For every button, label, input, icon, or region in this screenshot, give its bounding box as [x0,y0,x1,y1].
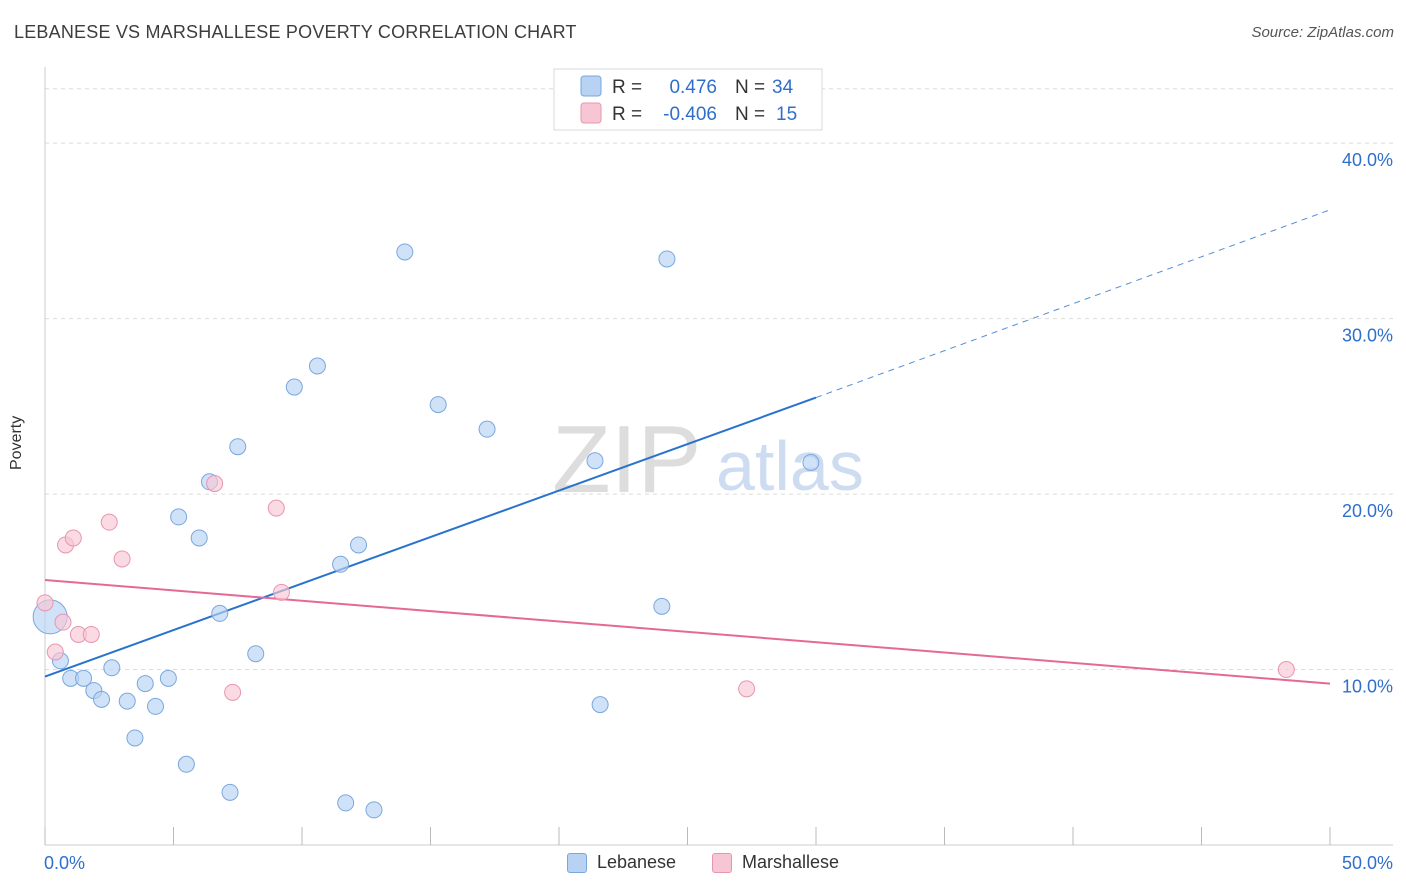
point-marshallese [64,529,82,547]
point-lebanese [350,536,368,554]
chart-title: LEBANESE VS MARSHALLESE POVERTY CORRELAT… [14,22,577,42]
series-label-lebanese: Lebanese [596,852,677,872]
point-lebanese [586,452,604,470]
y-tick-label: 10.0% [1342,677,1393,697]
point-lebanese [396,243,414,261]
point-lebanese [126,729,144,747]
point-lebanese [159,669,177,687]
legend-swatch-marshallese [580,102,602,124]
legend-n-label-marshallese: N = [735,104,765,125]
point-lebanese [429,396,447,414]
point-lebanese [285,378,303,396]
point-marshallese [100,513,118,531]
legend-n-label-lebanese: N = [735,77,765,98]
point-lebanese [478,420,496,438]
y-tick-label: 40.0% [1342,150,1393,170]
point-lebanese [221,783,239,801]
point-lebanese [93,690,111,708]
point-marshallese [738,680,756,698]
trend-line-marshallese [44,579,1331,685]
trend-line-lebanese-extension [815,209,1331,399]
point-lebanese [211,604,229,622]
legend-r-value-marshallese: -0.406 [663,104,717,125]
legend-r-value-lebanese: 0.476 [669,77,717,98]
point-marshallese [82,625,100,643]
point-lebanese [190,529,208,547]
watermark-zip: ZIP [552,406,701,513]
legend-r-label-lebanese: R = [612,77,642,98]
point-lebanese [118,692,136,710]
point-lebanese [103,659,121,677]
series-legend-lebanese: Lebanese [566,852,677,873]
point-marshallese [46,643,64,661]
series-legend: Lebanese Marshallese [0,852,1406,873]
point-lebanese [591,696,609,714]
point-lebanese [802,454,820,471]
point-marshallese [54,613,72,631]
axes [44,67,1393,846]
series-swatch-lebanese [566,852,587,873]
stats-legend: R = 0.476 N = 34 R = -0.406 N = 15 [553,68,823,131]
point-marshallese [113,550,131,568]
trend-line-lebanese [44,396,817,678]
point-lebanese [365,801,383,819]
point-lebanese [653,597,671,615]
point-lebanese [75,669,93,687]
data-points [32,243,1295,819]
tick-labels: 10.0% 20.0% 30.0% 40.0% 0.0% 50.0% [44,150,1393,873]
point-lebanese [229,438,247,456]
legend-n-value-marshallese: 15 [776,104,797,125]
point-marshallese [1277,661,1295,679]
point-marshallese [206,475,224,493]
point-marshallese [272,583,290,601]
point-lebanese [308,357,326,375]
point-marshallese [36,594,54,612]
x-tick-label: 0.0% [44,853,85,873]
point-lebanese [170,508,188,526]
point-lebanese [136,675,154,693]
legend-r-label-marshallese: R = [612,104,642,125]
watermark-atlas: atlas [716,427,864,505]
point-lebanese [658,250,676,268]
point-lebanese [147,697,165,715]
point-marshallese [224,683,242,701]
series-label-marshallese: Marshallese [742,852,840,872]
point-lebanese [337,794,355,812]
legend-n-value-lebanese: 34 [772,77,794,98]
point-lebanese [177,755,195,773]
trend-lines [44,209,1331,685]
point-lebanese [247,645,265,663]
x-tick-label: 50.0% [1342,853,1393,873]
gridlines [45,88,1393,671]
series-legend-marshallese: Marshallese [712,852,839,873]
y-tick-label: 20.0% [1342,501,1393,521]
source-label: Source: ZipAtlas.com [1251,24,1394,41]
series-swatch-marshallese [712,852,733,873]
legend-swatch-lebanese [580,75,602,97]
point-marshallese [267,499,285,517]
y-tick-label: 30.0% [1342,326,1393,346]
point-lebanese [332,555,350,573]
